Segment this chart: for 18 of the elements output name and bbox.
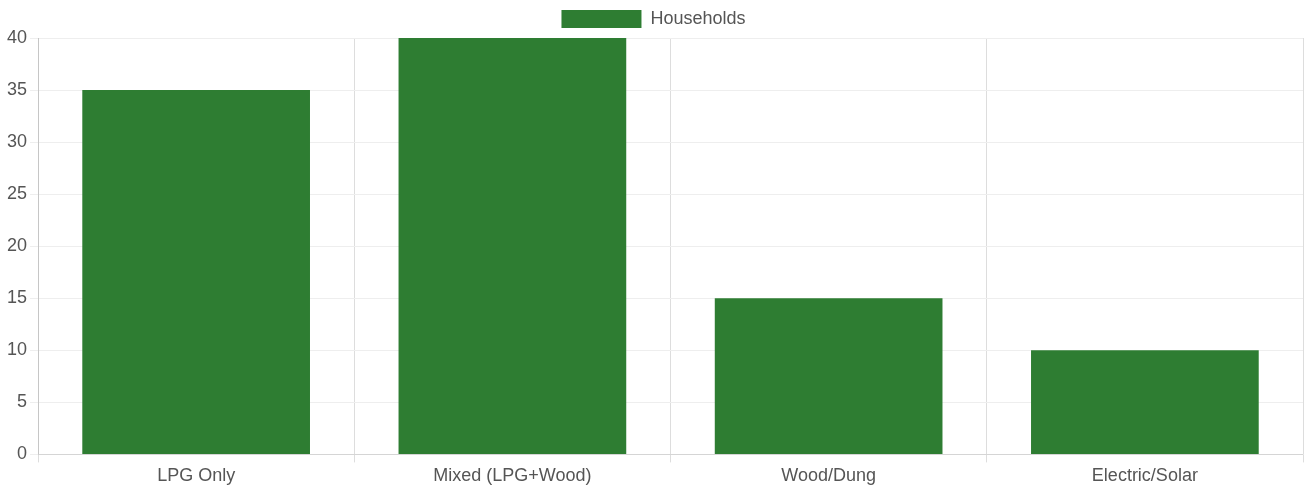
bar [82,90,310,454]
y-tick-label: 25 [6,183,28,204]
y-tick-label: 20 [6,235,28,256]
x-tick-label: LPG Only [157,465,236,486]
y-tick-label: 5 [17,391,28,412]
y-tick-label: 40 [6,26,28,47]
x-tick-label: Electric/Solar [1091,465,1198,486]
bar [398,38,627,454]
y-tick-label: 15 [6,287,28,308]
bar [714,298,943,454]
bar [1031,350,1259,454]
legend-label: Households [650,7,746,28]
y-tick-label: 0 [17,443,28,464]
x-tick-label: Wood/Dung [781,465,876,486]
x-tick-label: Mixed (LPG+Wood) [433,465,592,486]
y-tick-label: 30 [6,131,28,152]
y-tick-label: 35 [6,79,28,100]
y-tick-label: 10 [6,339,28,360]
